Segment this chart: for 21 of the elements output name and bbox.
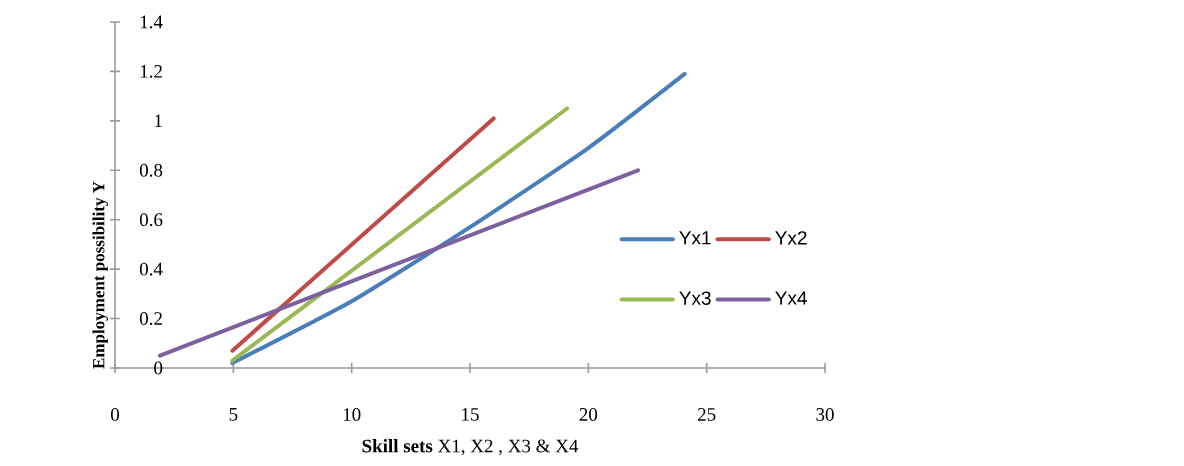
y-tick-label: 1.4 bbox=[140, 15, 163, 29]
y-axis-title: Employment possibility Y bbox=[92, 181, 108, 369]
y-tick-label: 1 bbox=[155, 114, 162, 128]
x-tick-label: 15 bbox=[462, 408, 479, 421]
legend-label: Yx4 bbox=[775, 291, 807, 305]
legend-label: Yx2 bbox=[775, 231, 807, 245]
y-tick-label: 0 bbox=[154, 361, 163, 375]
x-tick-label: 25 bbox=[698, 408, 716, 421]
y-tick-label: 0.4 bbox=[139, 262, 163, 276]
x-tick-label: 30 bbox=[816, 408, 834, 421]
x-tick-label: 0 bbox=[110, 408, 120, 421]
y-tick-label: 0.6 bbox=[139, 213, 163, 227]
legend-label: Yx1 bbox=[679, 231, 711, 245]
x-tick-label: 5 bbox=[229, 408, 238, 421]
x-axis-title: Skill sets X1, X2 , X3 & X4 bbox=[362, 439, 579, 456]
x-tick-label: 20 bbox=[579, 408, 598, 421]
legend-label: Yx3 bbox=[679, 291, 711, 305]
y-tick-label: 0.8 bbox=[139, 163, 163, 177]
y-tick-label: 0.2 bbox=[139, 312, 162, 326]
y-tick-label: 1.2 bbox=[140, 65, 162, 78]
x-tick-label: 10 bbox=[343, 408, 361, 421]
